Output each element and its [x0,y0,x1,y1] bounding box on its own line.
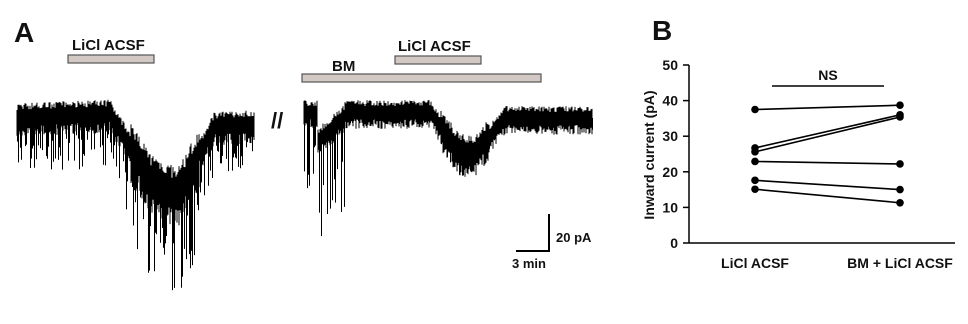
pair-line-1 [754,104,901,111]
point-bm-licl-5 [896,185,904,194]
panel-a-label: A [14,17,34,48]
y-axis-label: Inward current (pA) [641,90,657,219]
paired-chart: Inward current (pA) LiCl ACSF BM + LiCl … [641,57,955,271]
y-tick-label: 40 [662,93,678,109]
point-bm-licl-6 [896,198,904,207]
pair-line-5 [754,179,901,191]
scale-bar-time-label: 3 min [512,256,546,271]
significance-label: NS [818,67,837,83]
current-trace-bm [303,100,593,237]
trace-path [303,100,593,237]
point-bm-licl-3 [896,113,904,121]
panel-b-label: B [652,15,672,46]
pair-line-2 [754,114,901,149]
pair-line-3 [754,116,901,153]
licl-application-bar-1 [67,54,155,64]
x-category-label-2: BM + LiCl ACSF [847,255,953,271]
point-licl-3 [751,148,759,156]
point-licl-6 [751,185,759,194]
point-licl-5 [751,176,759,185]
y-tick-label: 10 [662,199,678,215]
licl-application-label-2: LiCl ACSF [398,38,471,55]
scale-bar [516,214,550,252]
licl-application-bar-2 [394,55,482,65]
y-tick-label: 20 [662,164,678,180]
point-bm-licl-4 [896,160,904,168]
pair-line-4 [754,160,901,165]
scale-bar-current-label: 20 pA [556,230,592,245]
y-tick-label: 0 [670,235,678,251]
y-tick-label: 30 [662,128,678,144]
trace-path [16,99,255,291]
current-trace-control [16,99,255,291]
bm-application-label: BM [332,58,355,75]
point-bm-licl-1 [896,101,904,110]
x-category-label-1: LiCl ACSF [721,255,789,271]
y-tick-label: 50 [662,57,678,73]
bm-application-bar [301,73,542,83]
licl-application-label-1: LiCl ACSF [72,37,145,54]
pair-line-6 [754,188,901,204]
point-licl-4 [751,157,759,166]
point-licl-1 [751,105,759,114]
axis-break-mark: // [271,108,283,133]
